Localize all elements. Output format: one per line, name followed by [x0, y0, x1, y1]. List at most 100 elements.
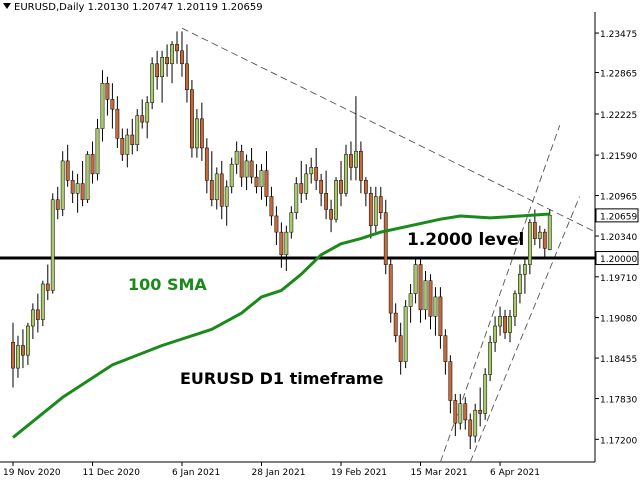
candle-body	[55, 199, 60, 210]
dropdown-triangle-icon[interactable]	[3, 3, 11, 9]
candle-body	[294, 183, 299, 213]
candle-body	[359, 150, 363, 181]
level-price-box	[595, 251, 639, 266]
candle-body	[75, 183, 80, 194]
candle-body	[185, 63, 189, 90]
candle-body	[170, 44, 174, 65]
candle-body	[483, 374, 488, 414]
level-annotation: 1.2000 level	[407, 230, 524, 250]
candle-body	[527, 222, 532, 265]
candle-body	[80, 183, 85, 201]
candle-body	[518, 273, 522, 294]
candle-body	[423, 280, 428, 311]
candle-body	[21, 345, 25, 356]
candle-body	[224, 186, 229, 207]
candle-body	[344, 154, 348, 194]
candle-body	[547, 215, 552, 250]
candle-body	[334, 180, 338, 220]
candle-body	[165, 57, 169, 65]
candle-body	[309, 167, 314, 175]
candle-body	[214, 173, 219, 201]
candle-body	[219, 173, 224, 207]
candle-body	[120, 138, 125, 155]
candle-body	[26, 325, 30, 356]
candle-body	[130, 134, 135, 145]
candle-body	[488, 341, 493, 375]
candle-body	[145, 102, 150, 123]
y-tick-label: 1.23475	[600, 30, 637, 40]
x-tick-label: 11 Dec 2020	[83, 468, 141, 478]
candle-body	[175, 44, 179, 52]
candle-body	[463, 403, 468, 421]
candle-body	[110, 99, 115, 110]
y-tick-label: 1.17200	[600, 436, 637, 446]
candle-body	[30, 309, 35, 327]
candle-body	[324, 193, 329, 210]
candle-body	[105, 82, 110, 100]
current-price-box	[595, 208, 639, 223]
candle-body	[269, 196, 274, 217]
chart-header: EURUSD,Daily 1.20130 1.20747 1.20119 1.2…	[3, 2, 263, 13]
level-price-label: 1.20000	[600, 255, 637, 265]
candle-body	[319, 180, 324, 194]
candle-body	[100, 82, 105, 129]
candle-body	[373, 196, 378, 226]
candle-body	[542, 231, 547, 249]
current-price-label: 1.20659	[600, 212, 637, 222]
sma-100-line	[12, 212, 550, 439]
candle-body	[95, 128, 100, 175]
candle-body	[140, 115, 145, 123]
candle-body	[443, 335, 448, 362]
x-tick-label: 6 Jan 2021	[172, 468, 220, 478]
x-tick-label: 19 Feb 2021	[331, 468, 387, 478]
candle-body	[503, 316, 507, 333]
candle-body	[408, 293, 413, 307]
x-tick-label: 19 Nov 2020	[3, 468, 61, 478]
symbol-label: EURUSD,Daily	[14, 2, 85, 13]
candle-body	[314, 167, 319, 181]
candle-body	[40, 283, 45, 320]
candle-body	[493, 325, 497, 343]
candle-body	[468, 419, 473, 437]
y-tick-label: 1.20340	[600, 233, 637, 243]
y-tick-label: 1.21590	[600, 152, 637, 162]
sma-annotation: 100 SMA	[128, 275, 207, 294]
candle-body	[65, 160, 70, 181]
candle-body	[349, 154, 353, 168]
candle-body	[478, 409, 483, 414]
candle-body	[438, 296, 443, 336]
candle-body	[388, 264, 393, 314]
candle-body	[254, 176, 259, 188]
candle-body	[398, 335, 403, 362]
candle-body	[393, 312, 398, 336]
candle-body	[508, 316, 512, 333]
candle-body	[368, 193, 373, 226]
x-tick-label: 6 Apr 2021	[490, 468, 540, 478]
candle-body	[244, 160, 249, 178]
x-tick-label: 15 Mar 2021	[411, 468, 468, 478]
y-tick-label: 1.22865	[600, 70, 637, 80]
candle-body	[204, 147, 209, 181]
y-tick-label: 1.22225	[600, 111, 637, 121]
candle-body	[274, 215, 279, 233]
candle-body	[428, 280, 433, 317]
candle-body	[532, 222, 537, 239]
candle-body	[160, 57, 164, 77]
y-tick-label: 1.17830	[600, 396, 637, 406]
candle-body	[60, 160, 65, 210]
candle-body	[354, 150, 358, 168]
ohlc-readout: 1.20130 1.20747 1.20119 1.20659	[87, 2, 263, 13]
candle-body	[418, 264, 423, 311]
candle-body	[194, 118, 199, 149]
candle-body	[329, 209, 333, 220]
candle-body	[11, 341, 15, 369]
candle-body	[378, 196, 383, 213]
x-tick-label: 28 Jan 2021	[252, 468, 306, 478]
candle-body	[284, 231, 289, 256]
y-tick-label: 1.20965	[600, 193, 637, 203]
y-tick-label: 1.19080	[600, 315, 637, 325]
candle-body	[403, 306, 408, 362]
candle-body	[458, 403, 463, 424]
candle-body	[299, 183, 304, 194]
